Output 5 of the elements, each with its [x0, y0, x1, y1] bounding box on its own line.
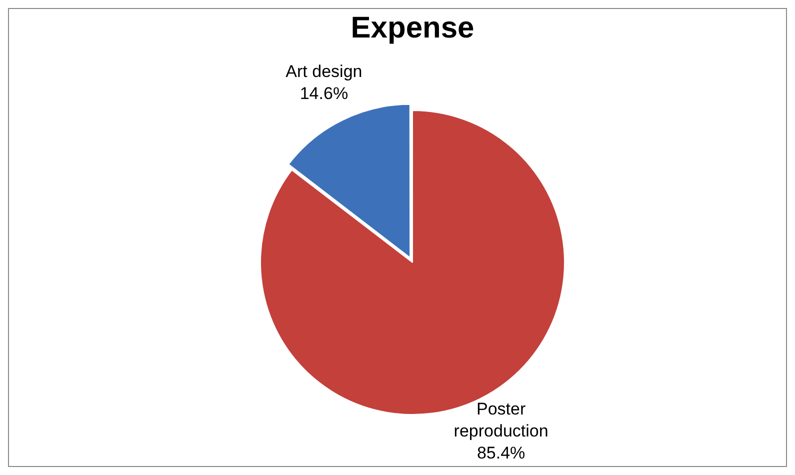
slice-label: Art design [286, 62, 362, 81]
data-label: 85.4% [476, 444, 526, 463]
data-label: 14.6% [300, 84, 348, 103]
slice-label: Poster reproduction [454, 400, 548, 441]
chart-title: Expense [350, 11, 474, 44]
